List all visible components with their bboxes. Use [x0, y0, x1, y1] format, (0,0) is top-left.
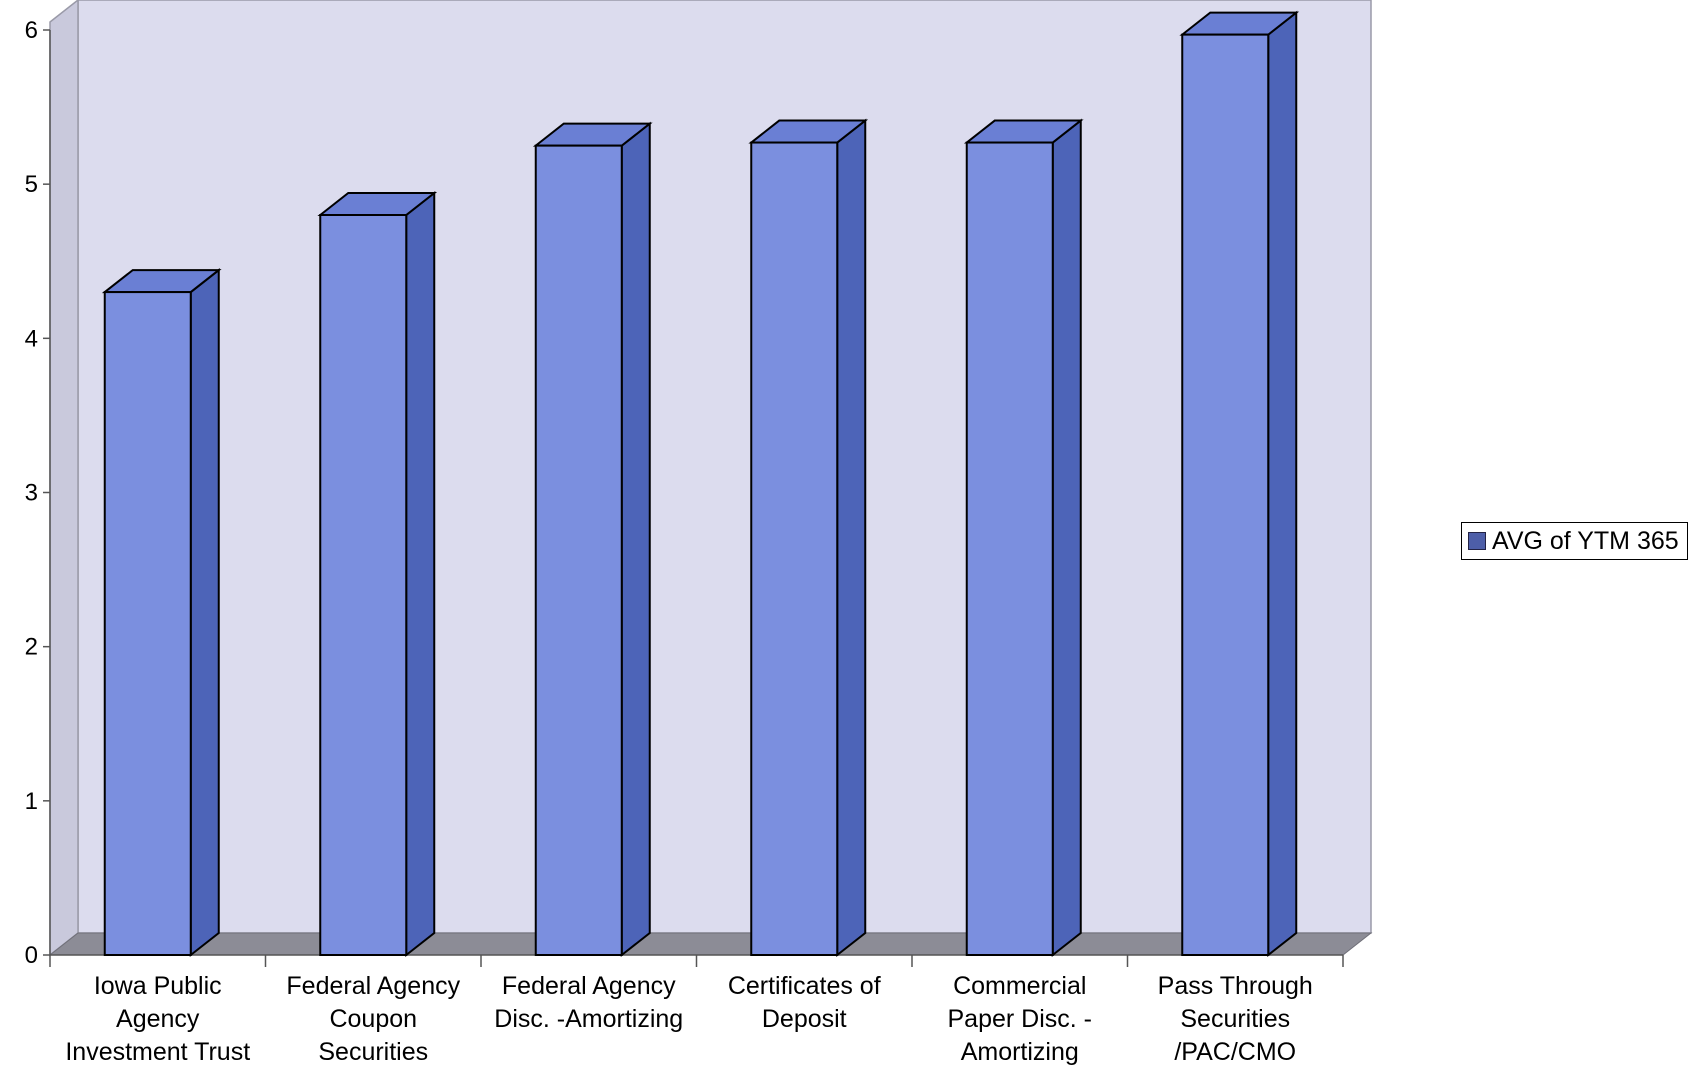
x-tick-label-line: Certificates of: [728, 972, 881, 1000]
side-wall: [49, 0, 79, 957]
x-tick-label: Pass Through Securities/PAC/CMO: [1158, 972, 1313, 1066]
x-tick-label-line: Commercial: [953, 972, 1086, 1000]
y-tick-label: 0: [25, 942, 38, 969]
x-tick-label-line: /PAC/CMO: [1174, 1038, 1296, 1066]
bar-side-face: [1051, 118, 1082, 958]
bar-front-face: [1181, 33, 1270, 956]
x-tick-label-line: Amortizing: [961, 1038, 1079, 1066]
bar-side-face: [405, 190, 436, 958]
legend-swatch: [1468, 532, 1486, 550]
bar: [963, 118, 1084, 958]
x-tick-label-line: Agency: [116, 1005, 200, 1033]
bar-side-face: [620, 121, 651, 958]
x-tick-label-line: Pass Through: [1158, 972, 1313, 1000]
bar: [101, 268, 222, 958]
legend-label: AVG of YTM 365: [1492, 526, 1679, 555]
y-tick-label: 5: [25, 171, 38, 198]
bar-side-face: [836, 118, 867, 958]
bar-front-face: [750, 141, 839, 956]
y-tick-label: 6: [25, 17, 38, 44]
plot-wall: [48, 0, 1373, 957]
bar-front-face: [319, 214, 408, 956]
bar-side-face: [189, 268, 220, 958]
bar-side-face: [1267, 10, 1298, 958]
x-tick-label-line: Securities: [1180, 1005, 1290, 1033]
x-tick-label: Iowa Public Agency Investment Trust: [65, 972, 250, 1066]
x-tick-label: Federal Agency Disc. -Amortizing: [494, 972, 683, 1033]
bar: [748, 118, 869, 958]
floor: [48, 932, 1373, 956]
y-tick-label: 2: [25, 634, 38, 661]
x-tick-label: Federal Agency Coupon Securities: [286, 972, 460, 1066]
x-tick-label-line: Coupon: [329, 1005, 417, 1033]
category-axis-labels: Iowa Public Agency Investment Trust Federal…: [65, 972, 1313, 1066]
bar-front-face: [534, 144, 623, 956]
y-tick-label: 1: [25, 788, 38, 815]
x-tick-label-line: Deposit: [762, 1005, 847, 1033]
y-tick-label: 3: [25, 480, 38, 507]
x-tick-label-line: Securities: [318, 1038, 428, 1066]
x-tick-label-line: Federal Agency: [286, 972, 460, 1000]
bar: [532, 121, 653, 958]
bar: [1179, 10, 1300, 958]
x-tick-label-line: Disc. -Amortizing: [494, 1005, 683, 1033]
y-tick-label: 4: [25, 325, 38, 352]
x-tick-label: Commercial Paper Disc. - Amortizing: [948, 972, 1092, 1066]
x-tick-label-line: Investment Trust: [65, 1038, 250, 1066]
value-axis: 0 1 2 3 4 5 6: [25, 17, 1344, 969]
x-tick-label: Certificates of Deposit: [728, 972, 881, 1033]
bar-series: [101, 10, 1300, 958]
back-wall: [77, 0, 1372, 934]
bar-front-face: [103, 291, 192, 957]
x-tick-label-line: Paper Disc. -: [948, 1005, 1092, 1033]
x-tick-label-line: Federal Agency: [502, 972, 676, 1000]
legend: AVG of YTM 365: [1461, 522, 1688, 560]
x-tick-label-line: Iowa Public: [94, 972, 222, 1000]
bar-front-face: [965, 141, 1054, 956]
bar: [317, 190, 438, 958]
